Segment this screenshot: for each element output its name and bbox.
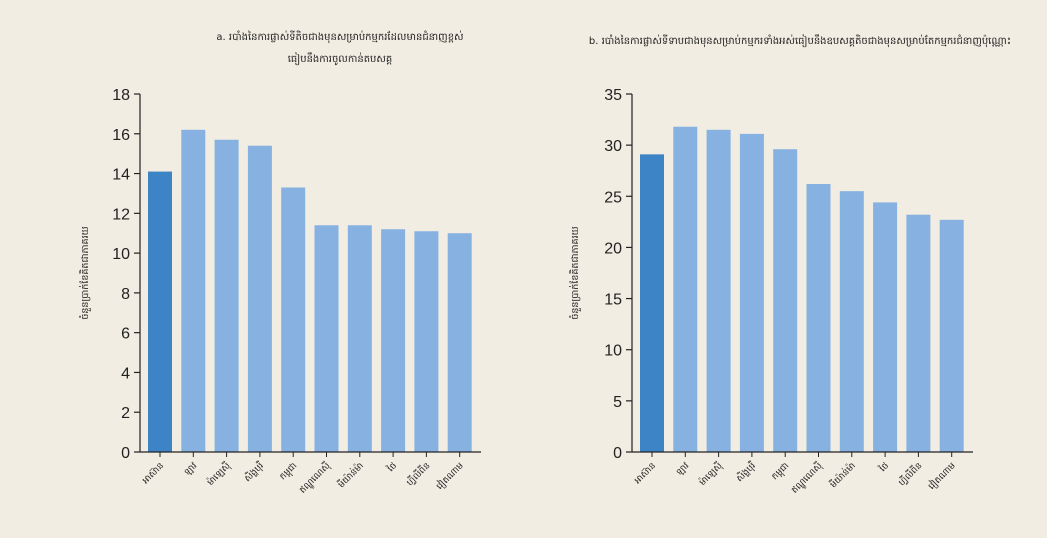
bar-4 [773, 149, 798, 452]
y-tick-label: 20 [604, 240, 622, 257]
y-tick-label: 12 [112, 206, 130, 223]
y-tick-label: 30 [604, 138, 622, 155]
y-tick-label: 10 [604, 343, 622, 360]
x-category-label: អាស៊ាន [140, 460, 166, 486]
x-category-label: កម្ពុជា [770, 461, 792, 483]
x-category-label: ហ្វីលីពីន [404, 460, 433, 489]
x-category-label: ម៉ាឡេស៊ី [204, 459, 233, 488]
x-category-label: មីយ៉ាន់ម៉ា [335, 460, 366, 491]
bar-2 [214, 139, 239, 452]
x-category-label: ហ្វីលីពីន [896, 460, 925, 489]
bar-6 [347, 225, 372, 452]
chart-title-line: a. របាំងនៃការផ្លាស់ទីតិចជាងមុនសម្រាប់កម្… [216, 30, 464, 44]
bar-0 [148, 171, 172, 453]
bar-5 [314, 225, 339, 452]
chart-title-line: ធៀបនឹងការចូលកាន់តបសគ្គ [288, 52, 393, 66]
y-axis-label: ចំនួនប្រាក់ខែគិតជាភាគរយ [78, 226, 92, 319]
y-tick-label: 10 [112, 246, 130, 263]
x-category-label: វៀតណាម [434, 459, 466, 491]
y-tick-label: 14 [112, 167, 130, 184]
y-tick-label: 18 [112, 87, 130, 104]
bar-8 [906, 214, 931, 452]
y-tick-label: 4 [121, 365, 130, 382]
x-category-label: មីយ៉ាន់ម៉ា [827, 460, 858, 491]
x-category-label: ឥណ្ឌូណេស៊ី [788, 459, 825, 496]
bar-3 [739, 133, 764, 453]
bar-0 [640, 154, 664, 452]
x-category-label: ថៃ [876, 460, 891, 475]
bar-9 [447, 233, 472, 452]
x-category-label: ឡាវ [675, 461, 692, 478]
x-category-label: វៀតណាម [926, 459, 958, 491]
y-tick-label: 16 [112, 127, 130, 144]
bar-3 [247, 145, 272, 452]
x-category-label: សិង្ហបុរី [733, 460, 758, 485]
bar-9 [939, 219, 964, 452]
bar-2 [706, 129, 731, 453]
chart-a: a. របាំងនៃការផ្លាស់ទីតិចជាងមុនសម្រាប់កម្… [78, 30, 481, 496]
x-category-label: ម៉ាឡេស៊ី [696, 459, 725, 488]
bar-1 [181, 129, 206, 453]
bar-7 [381, 229, 406, 452]
x-category-label: ថៃ [384, 460, 399, 475]
chart-b: b. របាំងនៃការផ្លាស់ទីទាបជាងមុនសម្រាប់កម្… [568, 34, 1011, 496]
x-category-label: ឡាវ [183, 461, 200, 478]
y-tick-label: 0 [613, 445, 622, 462]
bar-6 [839, 191, 864, 452]
y-tick-label: 0 [121, 445, 130, 462]
y-tick-label: 5 [613, 394, 622, 411]
y-tick-label: 25 [604, 189, 622, 206]
bar-5 [806, 184, 831, 453]
y-axis-label: ចំនួនប្រាក់ខែគិតជាភាគរយ [568, 226, 582, 319]
y-tick-label: 6 [121, 326, 130, 343]
y-tick-label: 2 [121, 405, 130, 422]
x-category-label: កម្ពុជា [278, 461, 300, 483]
x-category-label: ឥណ្ឌូណេស៊ី [296, 459, 333, 496]
bar-7 [873, 202, 898, 452]
x-category-label: សិង្ហបុរី [241, 460, 266, 485]
y-tick-label: 8 [121, 286, 130, 303]
x-category-label: អាស៊ាន [632, 460, 658, 486]
y-tick-label: 35 [604, 87, 622, 104]
bar-8 [414, 231, 439, 452]
y-tick-label: 15 [604, 292, 622, 309]
bar-1 [673, 126, 698, 452]
chart-title-line: b. របាំងនៃការផ្លាស់ទីទាបជាងមុនសម្រាប់កម្… [589, 34, 1011, 48]
bar-4 [281, 187, 306, 452]
